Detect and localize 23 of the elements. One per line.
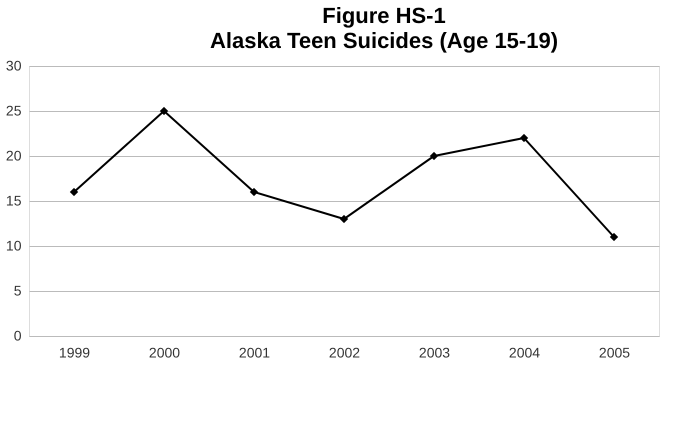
point xyxy=(160,106,168,116)
y-tick-label: 5 xyxy=(14,282,22,298)
y-tick-label: 30 xyxy=(6,58,22,74)
y-tick-label: 15 xyxy=(6,192,22,208)
point xyxy=(70,188,78,196)
chart-title: Figure HS-1 xyxy=(322,3,446,28)
x-tick-label: 2000 xyxy=(148,344,180,360)
y-tick-label: 20 xyxy=(6,148,22,164)
x-tick-label: 2003 xyxy=(418,344,450,360)
y-tick-label: 10 xyxy=(6,238,22,254)
x-tick-label: 2002 xyxy=(328,344,360,360)
point xyxy=(250,188,258,196)
point xyxy=(430,152,438,160)
x-tick-label: 1999 xyxy=(58,344,90,360)
y-tick-label: 0 xyxy=(14,328,22,344)
point xyxy=(520,134,528,142)
x-tick-label: 2001 xyxy=(238,344,270,360)
x-tick-label: 2004 xyxy=(508,344,540,360)
x-tick-label: 2005 xyxy=(598,344,630,360)
chart-subtitle: Alaska Teen Suicides (Age 15-19) xyxy=(210,28,558,53)
y-tick-label: 25 xyxy=(6,102,22,118)
point xyxy=(340,214,348,224)
point xyxy=(610,232,618,242)
